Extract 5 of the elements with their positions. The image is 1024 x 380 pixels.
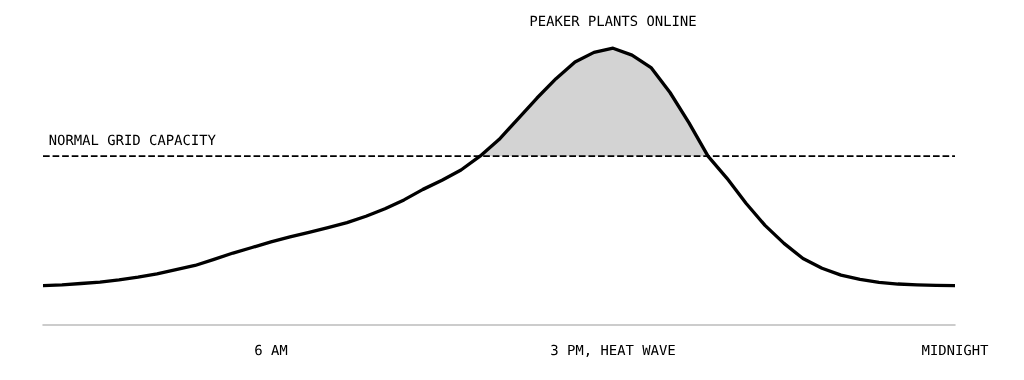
annotation: PEAKER PLANTS ONLINE xyxy=(530,15,696,27)
x-tick-label: 3 PM, HEAT WAVE xyxy=(551,344,675,358)
x-tick-label: 6 AM xyxy=(255,344,288,356)
x-tick-label: MIDNIGHT xyxy=(922,344,989,356)
ref-line-label: NORMAL GRID CAPACITY xyxy=(49,134,216,146)
